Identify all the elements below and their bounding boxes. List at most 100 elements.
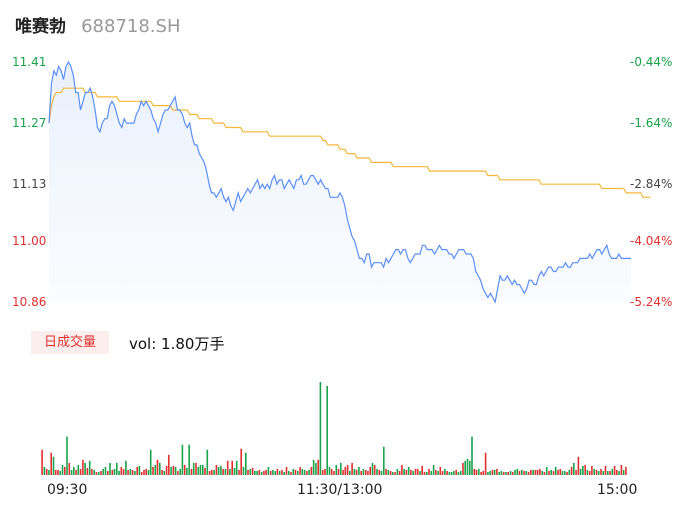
volume-bar <box>378 469 381 475</box>
volume-bar <box>317 459 319 475</box>
volume-bar <box>245 452 247 475</box>
volume-bar <box>299 466 301 475</box>
volume-bar <box>428 468 430 475</box>
volume-bar <box>297 471 299 475</box>
volume-bar <box>367 471 369 475</box>
volume-bar <box>568 469 571 475</box>
volume-bar <box>152 466 154 475</box>
volume-summary: vol: 1.80万手 <box>129 335 225 353</box>
volume-bar <box>140 472 143 475</box>
volume-bar <box>156 459 159 475</box>
volume-bar <box>102 468 104 475</box>
volume-bar <box>312 459 315 475</box>
volume-bar <box>118 471 120 475</box>
volume-bar <box>593 468 595 475</box>
volume-bar <box>525 471 528 475</box>
volume-bar <box>342 469 344 475</box>
volume-bar <box>136 466 138 475</box>
volume-bar <box>147 469 150 475</box>
volume-bar <box>459 471 462 475</box>
volume-bar <box>247 469 249 475</box>
volume-bar <box>258 469 261 475</box>
volume-bar <box>471 436 473 475</box>
volume-bar <box>199 464 202 475</box>
volume-bar <box>539 468 541 475</box>
volume-bar <box>360 471 362 475</box>
volume-bar <box>398 471 401 475</box>
volume-bar <box>172 465 175 475</box>
volume-bar <box>373 464 376 475</box>
volume-bar <box>500 471 503 475</box>
volume-bar <box>256 471 258 475</box>
volume-bar <box>265 469 267 475</box>
volume-bar <box>355 469 358 475</box>
volume-bar <box>410 469 412 475</box>
volume-bar <box>484 452 487 475</box>
volume-bar <box>70 469 73 475</box>
volume-bar <box>77 464 80 475</box>
volume-bar <box>566 472 568 475</box>
volume-bar <box>294 469 297 475</box>
volume-bar <box>177 471 179 475</box>
volume-bar <box>251 467 254 475</box>
volume-bar <box>432 464 435 475</box>
volume-bar <box>235 460 238 475</box>
volume-bar <box>301 468 304 475</box>
volume-bar <box>457 472 460 475</box>
volume-bar <box>324 468 326 475</box>
volume-bar <box>240 448 242 475</box>
volume-bar <box>48 469 50 475</box>
volume-bar <box>202 464 204 475</box>
volume-bar <box>163 471 166 475</box>
volume-bar <box>505 472 507 475</box>
volume-bar <box>333 471 335 475</box>
volume-bar <box>263 471 265 475</box>
volume-bar <box>285 466 288 475</box>
volume-bar <box>288 471 290 475</box>
volume-bar <box>609 471 611 475</box>
volume-bar <box>478 468 480 475</box>
volume-bar <box>43 466 46 475</box>
price-area <box>49 62 631 302</box>
volume-bar <box>543 472 546 475</box>
volume-bar <box>111 469 114 475</box>
volume-bar <box>475 469 478 475</box>
volume-bar <box>521 469 523 475</box>
volume-bar <box>423 472 426 475</box>
volume-bar <box>100 471 102 475</box>
volume-bar <box>570 466 573 475</box>
volume-bar <box>79 468 82 475</box>
volume-bar <box>104 466 107 475</box>
volume-bar <box>161 469 163 475</box>
price-tick-label: 11.27 <box>12 116 47 131</box>
volume-bar <box>52 456 55 475</box>
volume-bar <box>394 472 396 475</box>
volume-bar <box>582 465 584 475</box>
volume-bar <box>502 472 505 475</box>
volume-bar <box>206 449 209 475</box>
volume-bar <box>405 469 408 475</box>
volume-bar <box>489 471 491 475</box>
volume-bar <box>493 469 496 475</box>
volume-bar <box>278 471 281 475</box>
volume-bar <box>283 472 285 475</box>
volume-bar <box>455 469 457 475</box>
volume-bar <box>550 469 552 475</box>
volume-bar <box>45 468 48 475</box>
volume-bar <box>552 471 555 475</box>
price-line <box>48 60 631 304</box>
volume-bar <box>197 466 200 475</box>
volume-bar <box>349 471 351 475</box>
volume-bar <box>217 466 220 475</box>
volume-bar <box>75 469 77 475</box>
volume-bar <box>190 468 193 475</box>
price-tick-label: 11.13 <box>12 177 47 192</box>
volume-bar <box>174 466 177 475</box>
volume-bar <box>186 467 188 475</box>
volume-bar <box>120 466 123 475</box>
volume-bar <box>412 471 414 475</box>
stock-name: 唯赛勃 <box>15 17 66 37</box>
volume-bar <box>498 472 500 475</box>
volume-bar <box>168 454 170 475</box>
stock-code: 688718.SH <box>81 16 181 37</box>
